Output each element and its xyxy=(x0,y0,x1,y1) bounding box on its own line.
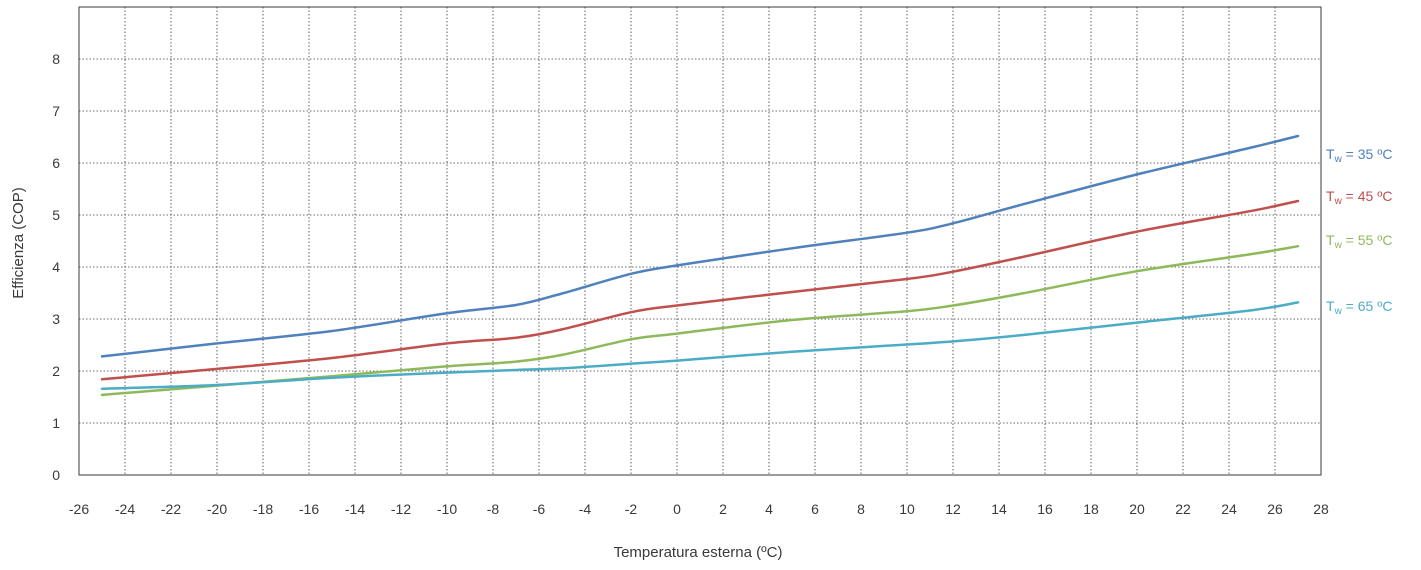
series-label: Tw = 45 ºC xyxy=(1326,188,1392,207)
x-tick-label: 22 xyxy=(1175,501,1191,517)
x-tick-label: 18 xyxy=(1083,501,1099,517)
x-tick-label: -16 xyxy=(299,501,319,517)
series-label: Tw = 35 ºC xyxy=(1326,146,1392,165)
x-tick-label: 10 xyxy=(899,501,915,517)
x-tick-label: 26 xyxy=(1267,501,1283,517)
x-tick-label: 24 xyxy=(1221,501,1237,517)
plot-frame xyxy=(78,6,1322,476)
y-tick-labels: 0 1 2 3 4 5 6 7 8 xyxy=(52,51,60,483)
y-tick-label: 6 xyxy=(52,155,60,171)
x-tick-labels: -26 -24 -22 -20 -18 -16 -14 -12 -10 -8 -6 -4 -2 0 2 4 6 8… xyxy=(69,501,1329,517)
series-line xyxy=(100,134,1300,358)
x-tick-label: 20 xyxy=(1129,501,1145,517)
x-tick-label: -2 xyxy=(625,501,638,517)
y-axis-title: Efficienza (COP) xyxy=(10,187,27,298)
x-tick-label: 14 xyxy=(991,501,1007,517)
series-line xyxy=(100,244,1300,397)
x-tick-label: 8 xyxy=(857,501,865,517)
series-label: Tw = 65 ºC xyxy=(1326,298,1392,317)
x-tick-label: -6 xyxy=(533,501,546,517)
x-tick-label: 12 xyxy=(945,501,961,517)
x-tick-label: -4 xyxy=(579,501,592,517)
y-tick-label: 3 xyxy=(52,311,60,327)
series-line xyxy=(100,199,1300,381)
series-labels: Tw = 35 ºC Tw = 45 ºC Tw = 55 ºC Tw = 65 ºC xyxy=(1326,146,1392,317)
series-lines xyxy=(100,134,1300,397)
x-tick-label: 16 xyxy=(1037,501,1053,517)
x-tick-label: 4 xyxy=(765,501,773,517)
x-tick-label: -10 xyxy=(437,501,457,517)
x-tick-label: 0 xyxy=(673,501,681,517)
x-tick-label: 6 xyxy=(811,501,819,517)
y-tick-label: 7 xyxy=(52,103,60,119)
x-tick-label: -8 xyxy=(487,501,500,517)
x-tick-label: -26 xyxy=(69,501,89,517)
series-line xyxy=(100,301,1300,390)
y-tick-label: 5 xyxy=(52,207,60,223)
y-tick-label: 1 xyxy=(52,415,60,431)
x-tick-label: -18 xyxy=(253,501,273,517)
x-tick-label: -22 xyxy=(161,501,181,517)
series-label: Tw = 55 ºC xyxy=(1326,232,1392,251)
y-tick-label: 4 xyxy=(52,259,60,275)
x-tick-label: 2 xyxy=(719,501,727,517)
x-tick-label: -24 xyxy=(115,501,135,517)
x-tick-label: -14 xyxy=(345,501,365,517)
y-tick-label: 2 xyxy=(52,363,60,379)
x-tick-label: -20 xyxy=(207,501,227,517)
y-tick-label: 8 xyxy=(52,51,60,67)
y-tick-label: 0 xyxy=(52,467,60,483)
x-tick-label: 28 xyxy=(1313,501,1329,517)
x-tick-label: -12 xyxy=(391,501,411,517)
x-axis-title: Temperatura esterna (ºC) xyxy=(614,544,783,561)
